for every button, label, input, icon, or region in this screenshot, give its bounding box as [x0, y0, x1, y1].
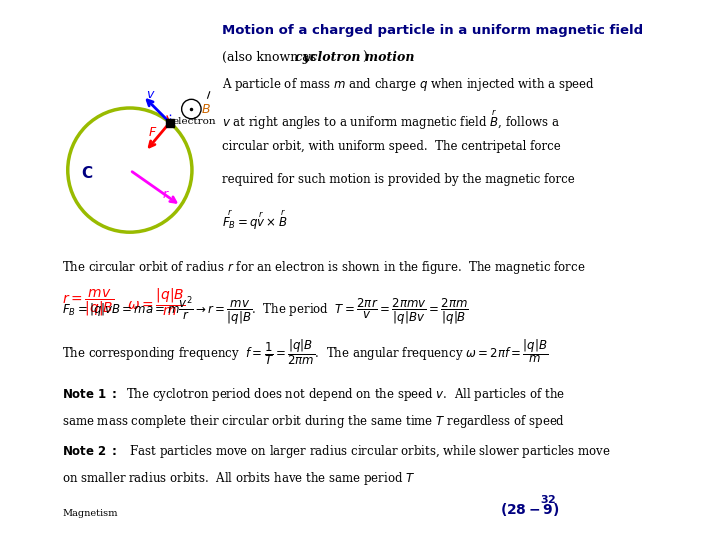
Text: $r = \dfrac{mv}{|q|B}$: $r = \dfrac{mv}{|q|B}$: [63, 287, 114, 318]
Text: cyclotron motion: cyclotron motion: [294, 51, 414, 64]
Text: (also known as: (also known as: [222, 51, 320, 64]
Text: required for such motion is provided by the magnetic force: required for such motion is provided by …: [222, 173, 575, 186]
Text: $\mathbf{C}$: $\mathbf{C}$: [81, 165, 93, 181]
Text: $\mathbf{(28-9)}$: $\mathbf{(28-9)}$: [500, 502, 559, 518]
Text: $\it{v}$: $\it{v}$: [146, 88, 156, 101]
Text: $F$: $F$: [148, 126, 157, 139]
Text: The corresponding frequency  $f = \dfrac{1}{T} = \dfrac{|q|B}{2\pi m}$.  The ang: The corresponding frequency $f = \dfrac{…: [63, 338, 549, 367]
Text: $\mathbf{Note\ 1\ :}$  The cyclotron period does not depend on the speed $v$.  A: $\mathbf{Note\ 1\ :}$ The cyclotron peri…: [63, 386, 566, 403]
Text: $\overset{r}{F_B} = q\overset{r}{v} \times \overset{r}{B}$: $\overset{r}{F_B} = q\overset{r}{v} \tim…: [222, 208, 287, 232]
Text: $\it{B}$: $\it{B}$: [201, 103, 211, 116]
Text: electron: electron: [173, 117, 216, 126]
Text: Magnetism: Magnetism: [63, 509, 118, 518]
Text: The circular orbit of radius $r$ for an electron is shown in the figure.  The ma: The circular orbit of radius $r$ for an …: [63, 259, 586, 276]
Text: A particle of mass $m$ and charge $q$ when injected with a speed: A particle of mass $m$ and charge $q$ wh…: [222, 76, 595, 92]
Text: $\it{r}$: $\it{r}$: [162, 188, 170, 201]
Text: $v$ at right angles to a uniform magnetic field $\overset{r}{B}$, follows a: $v$ at right angles to a uniform magneti…: [222, 108, 559, 132]
Text: same mass complete their circular orbit during the same time $T$ regardless of s: same mass complete their circular orbit …: [63, 413, 565, 430]
Text: on smaller radius orbits.  All orbits have the same period $T$: on smaller radius orbits. All orbits hav…: [63, 470, 416, 487]
Text: $F_B = |q|vB = ma = m\dfrac{v^2}{r} \rightarrow r = \dfrac{mv}{|q|B}$.  The peri: $F_B = |q|vB = ma = m\dfrac{v^2}{r} \rig…: [63, 294, 469, 328]
Text: circular orbit, with uniform speed.  The centripetal force: circular orbit, with uniform speed. The …: [222, 140, 560, 153]
Text: $\mathbf{Note\ 2\ :}$   Fast particles move on larger radius circular orbits, wh: $\mathbf{Note\ 2\ :}$ Fast particles mov…: [63, 443, 611, 460]
Text: Motion of a charged particle in a uniform magnetic field: Motion of a charged particle in a unifor…: [222, 24, 643, 37]
Text: ): ): [362, 51, 367, 64]
Text: $\omega = \dfrac{|q|B}{m}$: $\omega = \dfrac{|q|B}{m}$: [127, 287, 186, 318]
Text: $\mathbf{32}$: $\mathbf{32}$: [540, 493, 557, 505]
